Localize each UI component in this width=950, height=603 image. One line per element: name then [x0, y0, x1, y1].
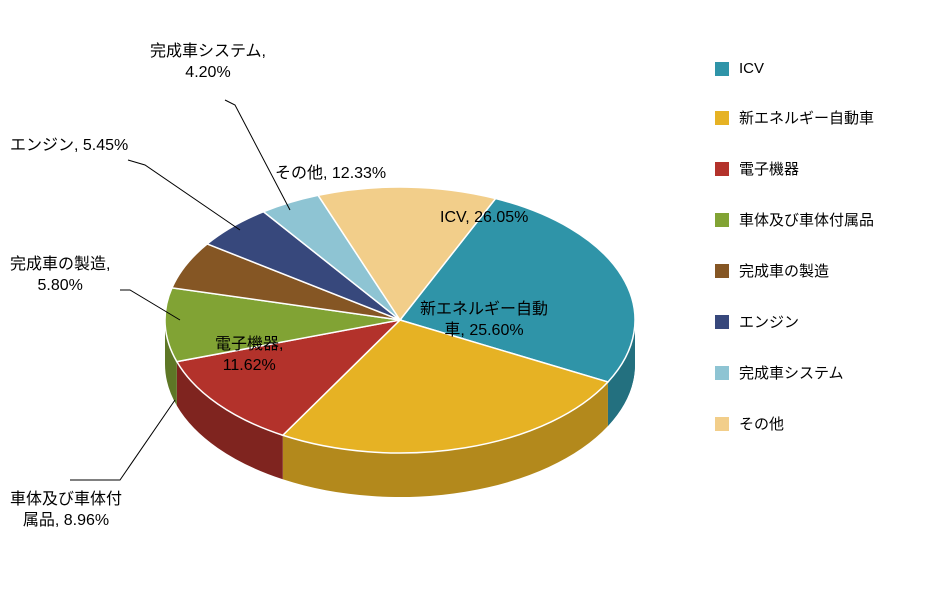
- legend-item-body: 車体及び車体付属品: [715, 209, 930, 230]
- legend-item-mfg: 完成車の製造: [715, 260, 930, 281]
- legend-swatch-body: [715, 213, 729, 227]
- leader-engine: [128, 160, 240, 230]
- legend-swatch-other: [715, 417, 729, 431]
- leader-body: [70, 400, 175, 480]
- legend-label-mfg: 完成車の製造: [739, 260, 829, 281]
- legend-label-system: 完成車システム: [739, 362, 844, 383]
- label-engine: エンジン, 5.45%: [10, 136, 128, 157]
- pie-chart-3d: ICV, 26.05% 新エネルギー自動車, 25.60% 電子機器,11.62…: [0, 0, 950, 603]
- label-icv: ICV, 26.05%: [440, 208, 528, 229]
- legend-swatch-elec: [715, 162, 729, 176]
- legend-swatch-system: [715, 366, 729, 380]
- legend-label-nev: 新エネルギー自動車: [739, 107, 874, 128]
- legend-label-icv: ICV: [739, 60, 764, 77]
- legend-item-engine: エンジン: [715, 311, 930, 332]
- legend-swatch-icv: [715, 62, 729, 76]
- label-elec: 電子機器,11.62%: [215, 335, 283, 377]
- legend: ICV 新エネルギー自動車電子機器車体及び車体付属品完成車の製造エンジン完成車シス…: [715, 60, 930, 464]
- label-system: 完成車システム,4.20%: [150, 42, 266, 84]
- legend-item-other: その他: [715, 413, 930, 434]
- legend-swatch-nev: [715, 111, 729, 125]
- label-other: その他, 12.33%: [275, 164, 386, 185]
- legend-label-other: その他: [739, 413, 784, 434]
- legend-label-engine: エンジン: [739, 311, 799, 332]
- label-body: 車体及び車体付属品, 8.96%: [10, 490, 122, 532]
- legend-label-body: 車体及び車体付属品: [739, 209, 874, 230]
- legend-swatch-mfg: [715, 264, 729, 278]
- label-nev: 新エネルギー自動車, 25.60%: [420, 300, 548, 342]
- legend-item-nev: 新エネルギー自動車: [715, 107, 930, 128]
- leader-system: [225, 100, 290, 210]
- legend-label-elec: 電子機器: [739, 158, 799, 179]
- legend-item-icv: ICV: [715, 60, 930, 77]
- legend-item-system: 完成車システム: [715, 362, 930, 383]
- legend-swatch-engine: [715, 315, 729, 329]
- legend-item-elec: 電子機器: [715, 158, 930, 179]
- label-mfg: 完成車の製造,5.80%: [10, 255, 110, 297]
